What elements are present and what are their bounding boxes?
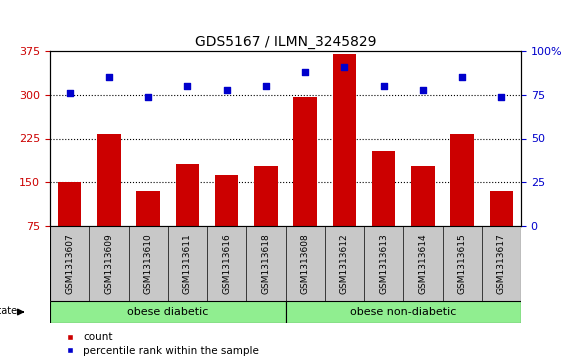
Bar [285, 301, 521, 323]
Bar [215, 175, 238, 226]
Point [379, 83, 388, 89]
Point [104, 74, 113, 80]
Text: obese non-diabetic: obese non-diabetic [350, 307, 457, 317]
Point [65, 90, 74, 96]
Text: GSM1313613: GSM1313613 [379, 233, 388, 294]
Point [183, 83, 192, 89]
Bar [490, 191, 513, 226]
Text: GSM1313614: GSM1313614 [418, 233, 427, 294]
Text: GSM1313607: GSM1313607 [65, 233, 74, 294]
Bar [136, 191, 160, 226]
Point [301, 69, 310, 75]
Text: disease state: disease state [0, 306, 17, 316]
Text: GSM1313615: GSM1313615 [458, 233, 467, 294]
Bar [372, 151, 395, 226]
Bar [450, 134, 474, 226]
Text: obese diabetic: obese diabetic [127, 307, 208, 317]
Legend: count, percentile rank within the sample: count, percentile rank within the sample [55, 328, 263, 360]
Title: GDS5167 / ILMN_3245829: GDS5167 / ILMN_3245829 [195, 34, 376, 49]
Text: GSM1313608: GSM1313608 [301, 233, 310, 294]
Text: GSM1313612: GSM1313612 [340, 233, 349, 294]
Text: GSM1313611: GSM1313611 [183, 233, 192, 294]
Bar [50, 301, 285, 323]
Point [222, 87, 231, 93]
Text: GSM1313618: GSM1313618 [261, 233, 270, 294]
Text: GSM1313610: GSM1313610 [144, 233, 153, 294]
Bar [97, 134, 120, 226]
Point [340, 64, 349, 70]
Bar [333, 54, 356, 226]
Text: GSM1313617: GSM1313617 [497, 233, 506, 294]
Point [497, 94, 506, 99]
Bar [254, 166, 278, 226]
Point [144, 94, 153, 99]
Point [418, 87, 427, 93]
Bar [58, 182, 82, 226]
Point [458, 74, 467, 80]
Bar [293, 97, 317, 226]
Bar [176, 164, 199, 226]
Point [261, 83, 270, 89]
Text: GSM1313609: GSM1313609 [104, 233, 113, 294]
Text: GSM1313616: GSM1313616 [222, 233, 231, 294]
Bar [411, 166, 435, 226]
